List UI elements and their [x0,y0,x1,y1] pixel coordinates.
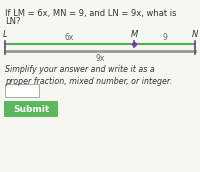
Text: LN?: LN? [5,17,21,26]
Text: 9: 9 [162,33,167,42]
Text: Submit: Submit [13,105,49,114]
Text: 9x: 9x [95,54,105,63]
Text: N: N [192,30,198,39]
Text: L: L [3,30,7,39]
FancyBboxPatch shape [4,101,58,117]
FancyBboxPatch shape [5,84,39,97]
Text: Simplify your answer and write it as a
proper fraction, mixed number, or integer: Simplify your answer and write it as a p… [5,65,172,87]
Text: M: M [131,30,138,39]
Text: 6x: 6x [65,33,74,42]
Text: If LM = 6x, MN = 9, and LN = 9x, what is: If LM = 6x, MN = 9, and LN = 9x, what is [5,9,177,18]
